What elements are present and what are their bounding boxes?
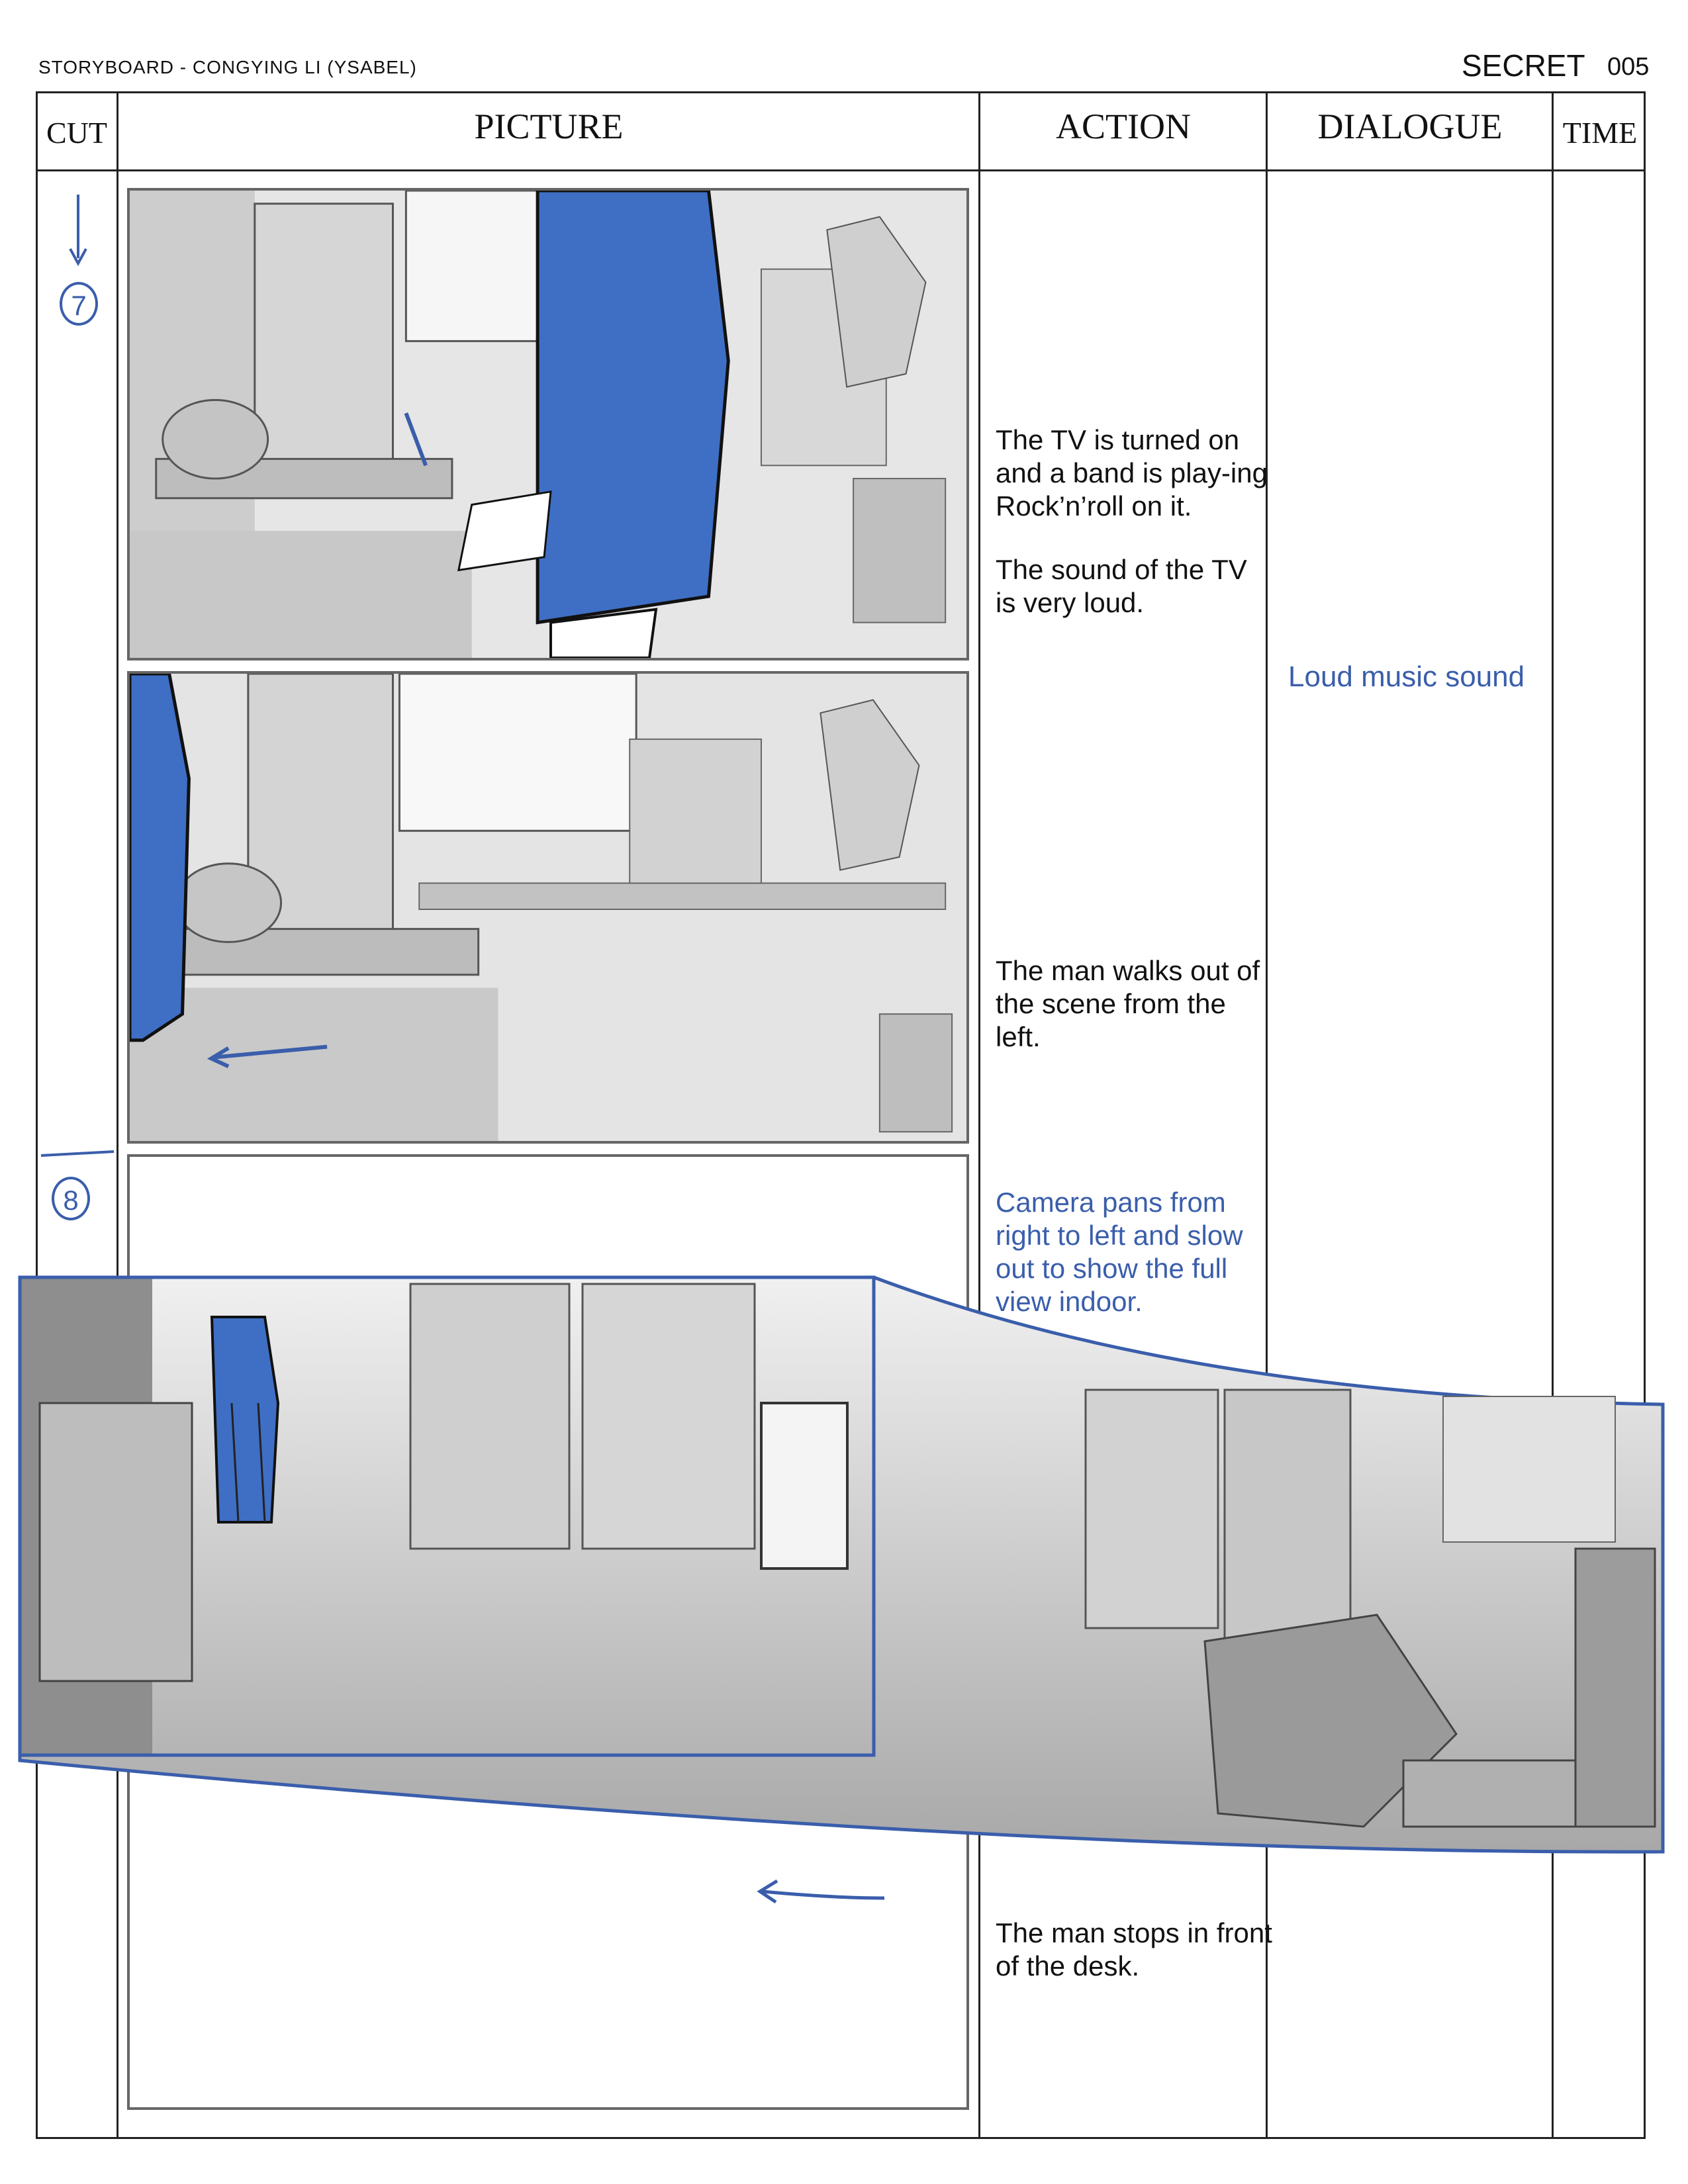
page-number: 005 — [1607, 53, 1650, 81]
continuation-arrow-icon — [69, 195, 87, 267]
storyboard-credit: STORYBOARD - CONGYING LI (YSABEL) — [38, 57, 417, 77]
column-header-dialogue: DIALOGUE — [1317, 107, 1503, 146]
picture-panel-2 — [127, 671, 969, 1144]
column-divider — [117, 91, 118, 2139]
header-row-divider — [36, 169, 1646, 171]
action-text-tv-loud: The sound of the TV is very loud. — [996, 554, 1247, 618]
column-header-action: ACTION — [1056, 107, 1191, 146]
cut-number-7: 7 — [60, 282, 98, 326]
pan-direction-arrow-icon — [757, 1879, 885, 1904]
picture-panel-4 — [127, 1637, 969, 2110]
action-text-man-walks-out: The man walks out of the scene from the … — [996, 955, 1260, 1052]
column-divider — [1552, 91, 1554, 2139]
picture-panel-3 — [127, 1154, 969, 1627]
column-divider — [978, 91, 980, 2139]
project-title: SECRET — [1462, 48, 1585, 83]
column-header-cut: CUT — [46, 116, 107, 150]
cut-number-8: 8 — [52, 1177, 90, 1220]
storyboard-table — [36, 91, 1646, 2139]
dialogue-text-loud-music: Loud music sound — [1288, 660, 1525, 693]
column-header-time: TIME — [1562, 116, 1638, 150]
column-divider — [1266, 91, 1268, 2139]
action-text-camera-pan: Camera pans from right to left and slow … — [996, 1187, 1243, 1317]
picture-panel-1 — [127, 188, 969, 660]
column-header-picture: PICTURE — [474, 107, 624, 146]
action-text-tv-on: The TV is turned on and a band is play-i… — [996, 424, 1268, 522]
cut-separator-mark — [40, 1150, 115, 1157]
action-text-man-stops: The man stops in front of the desk. — [996, 1917, 1272, 1981]
